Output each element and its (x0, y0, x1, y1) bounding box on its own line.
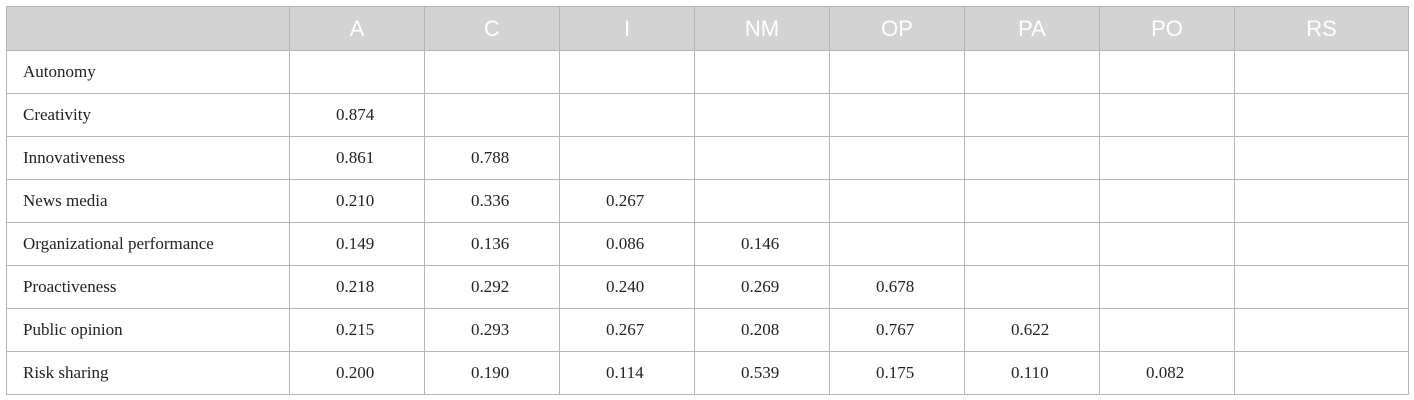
empty-cell (1099, 93, 1235, 137)
row-label: Innovativeness (6, 136, 290, 180)
empty-cell (694, 93, 830, 137)
empty-cell (964, 136, 1100, 180)
row-label: Creativity (6, 93, 290, 137)
table-row: Innovativeness 0.861 0.788 (6, 136, 1409, 180)
value-cell: 0.175 (829, 351, 965, 395)
table-row: Public opinion 0.215 0.293 0.267 0.208 0.767 0… (6, 308, 1409, 352)
value-cell: 0.240 (559, 265, 695, 309)
value-cell: 0.861 (289, 136, 425, 180)
column-header: C (424, 6, 560, 51)
table-body: Autonomy Creativity 0.874 Innovativeness 0.8… (6, 50, 1409, 395)
value-cell: 0.788 (424, 136, 560, 180)
empty-cell (829, 222, 965, 266)
row-label: News media (6, 179, 290, 223)
row-label: Proactiveness (6, 265, 290, 309)
value-cell: 0.767 (829, 308, 965, 352)
empty-cell (694, 50, 830, 94)
empty-cell (829, 93, 965, 137)
value-cell: 0.086 (559, 222, 695, 266)
value-cell: 0.210 (289, 179, 425, 223)
empty-cell (964, 179, 1100, 223)
value-cell: 0.208 (694, 308, 830, 352)
value-cell: 0.292 (424, 265, 560, 309)
table-row: Organizational performance 0.149 0.136 0.08… (6, 222, 1409, 266)
empty-cell (1234, 308, 1409, 352)
empty-cell (1234, 351, 1409, 395)
table-row: News media 0.210 0.336 0.267 (6, 179, 1409, 223)
row-label: Public opinion (6, 308, 290, 352)
value-cell: 0.539 (694, 351, 830, 395)
table-row: Risk sharing 0.200 0.190 0.114 0.539 0.175 0.1… (6, 351, 1409, 395)
empty-cell (1234, 265, 1409, 309)
empty-cell (559, 93, 695, 137)
value-cell: 0.082 (1099, 351, 1235, 395)
empty-cell (964, 50, 1100, 94)
empty-cell (694, 179, 830, 223)
empty-cell (1099, 222, 1235, 266)
empty-cell (829, 136, 965, 180)
value-cell: 0.874 (289, 93, 425, 137)
table-header: A C I NM OP PA PO RS (6, 6, 1409, 51)
empty-cell (1234, 93, 1409, 137)
column-header: I (559, 6, 695, 51)
empty-cell (1234, 179, 1409, 223)
empty-cell (1099, 308, 1235, 352)
empty-cell (829, 50, 965, 94)
empty-cell (1099, 179, 1235, 223)
column-header: RS (1234, 6, 1409, 51)
empty-cell (964, 222, 1100, 266)
empty-cell (694, 136, 830, 180)
value-cell: 0.336 (424, 179, 560, 223)
value-cell: 0.293 (424, 308, 560, 352)
empty-cell (964, 265, 1100, 309)
row-label: Autonomy (6, 50, 290, 94)
value-cell: 0.149 (289, 222, 425, 266)
header-row: A C I NM OP PA PO RS (6, 6, 1409, 51)
empty-cell (559, 50, 695, 94)
value-cell: 0.215 (289, 308, 425, 352)
empty-cell (1234, 136, 1409, 180)
corner-cell (6, 6, 290, 51)
value-cell: 0.622 (964, 308, 1100, 352)
table-row: Creativity 0.874 (6, 93, 1409, 137)
table-row: Proactiveness 0.218 0.292 0.240 0.269 0.678 (6, 265, 1409, 309)
empty-cell (964, 93, 1100, 137)
empty-cell (289, 50, 425, 94)
column-header: A (289, 6, 425, 51)
value-cell: 0.190 (424, 351, 560, 395)
column-header: PA (964, 6, 1100, 51)
empty-cell (1234, 50, 1409, 94)
value-cell: 0.110 (964, 351, 1100, 395)
value-cell: 0.678 (829, 265, 965, 309)
value-cell: 0.267 (559, 308, 695, 352)
row-label: Risk sharing (6, 351, 290, 395)
empty-cell (424, 50, 560, 94)
column-header: NM (694, 6, 830, 51)
empty-cell (1099, 136, 1235, 180)
value-cell: 0.267 (559, 179, 695, 223)
column-header: OP (829, 6, 965, 51)
value-cell: 0.200 (289, 351, 425, 395)
empty-cell (559, 136, 695, 180)
value-cell: 0.218 (289, 265, 425, 309)
table-row: Autonomy (6, 50, 1409, 94)
value-cell: 0.136 (424, 222, 560, 266)
correlation-table: A C I NM OP PA PO RS Autonomy Creativity 0.874 Inn… (6, 6, 1409, 395)
empty-cell (829, 179, 965, 223)
empty-cell (424, 93, 560, 137)
column-header: PO (1099, 6, 1235, 51)
row-label: Organizational performance (6, 222, 290, 266)
empty-cell (1099, 50, 1235, 94)
value-cell: 0.146 (694, 222, 830, 266)
value-cell: 0.114 (559, 351, 695, 395)
empty-cell (1099, 265, 1235, 309)
empty-cell (1234, 222, 1409, 266)
value-cell: 0.269 (694, 265, 830, 309)
